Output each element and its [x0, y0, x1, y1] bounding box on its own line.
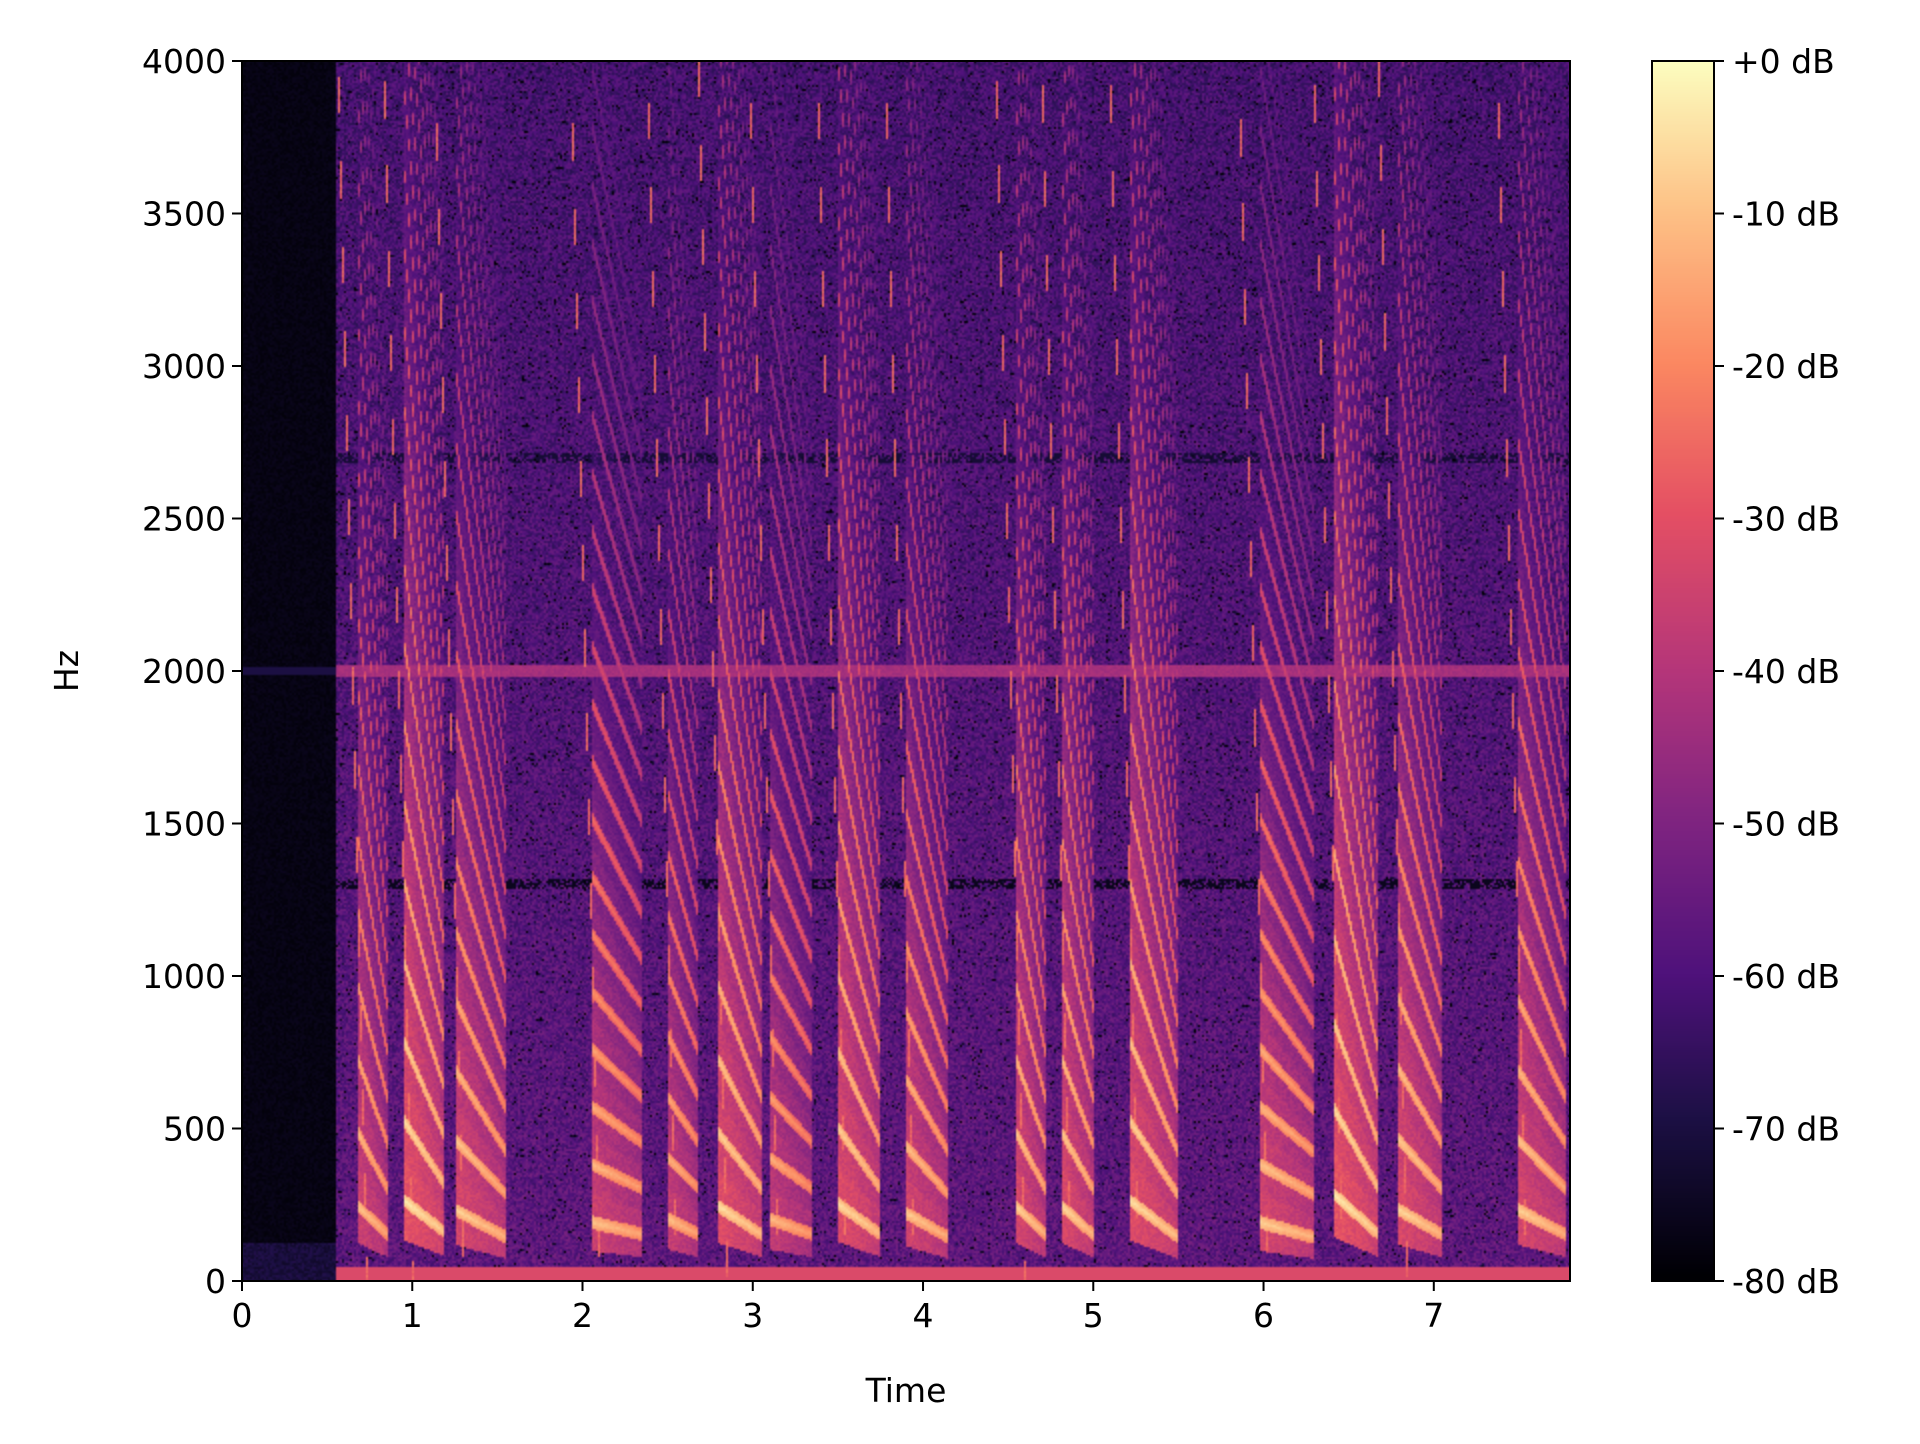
x-tick-label: 3 — [742, 1296, 763, 1335]
x-tick-label: 5 — [1083, 1296, 1104, 1335]
y-tick-label: 3000 — [142, 347, 226, 386]
y-tick-label: 2000 — [142, 652, 226, 691]
y-tick-label: 1000 — [142, 957, 226, 996]
colorbar-tick-label: -40 dB — [1732, 652, 1840, 691]
y-tick-label: 2500 — [142, 500, 226, 539]
x-tick-label: 7 — [1423, 1296, 1444, 1335]
y-tick-label: 4000 — [142, 42, 226, 81]
x-tick-label: 4 — [913, 1296, 934, 1335]
colorbar-tick-label: -10 dB — [1732, 195, 1840, 234]
y-tick-label: 1500 — [142, 805, 226, 844]
y-axis-title: Hz — [47, 650, 86, 692]
x-tick-label: 0 — [232, 1296, 253, 1335]
colorbar-tick-label: -60 dB — [1732, 957, 1840, 996]
y-axis-ticks: 0 500 1000 1500 2000 2500 3000 3500 4000 — [142, 42, 242, 1301]
colorbar-tick-label: +0 dB — [1732, 42, 1835, 81]
colorbar-tick-label: -20 dB — [1732, 347, 1840, 386]
y-tick-label: 0 — [205, 1262, 226, 1301]
x-axis-ticks: 0 1 2 3 4 5 6 7 — [232, 1281, 1444, 1335]
y-tick-label: 500 — [163, 1110, 226, 1149]
x-axis-title: Time — [865, 1371, 947, 1410]
x-tick-label: 2 — [572, 1296, 593, 1335]
colorbar-tick-label: -30 dB — [1732, 500, 1840, 539]
spectrogram-heatmap — [242, 61, 1570, 1281]
colorbar-tick-label: -70 dB — [1732, 1110, 1840, 1149]
x-tick-label: 1 — [402, 1296, 423, 1335]
y-tick-label: 3500 — [142, 195, 226, 234]
x-tick-label: 6 — [1253, 1296, 1274, 1335]
colorbar-tick-label: -50 dB — [1732, 805, 1840, 844]
colorbar-ticks: +0 dB -10 dB -20 dB -30 dB -40 dB -50 dB -60 d… — [1714, 42, 1840, 1301]
colorbar-gradient — [1652, 61, 1714, 1281]
colorbar-tick-label: -80 dB — [1732, 1262, 1840, 1301]
